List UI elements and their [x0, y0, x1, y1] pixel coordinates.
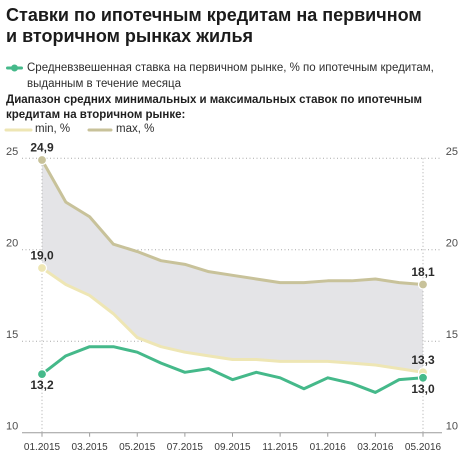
y-tick-label-left-15: 15	[6, 329, 18, 341]
legend-swatch-primary	[6, 64, 23, 72]
y-tick-label-left-20: 20	[6, 238, 18, 250]
x-tick-label-1: 03.2015	[72, 442, 109, 453]
data-label-primary-0: 13,2	[30, 378, 54, 392]
series-line-primary	[40, 345, 425, 394]
series-line-max	[40, 158, 425, 286]
x-tick-label-8: 05.2016	[405, 442, 442, 453]
chart-title: Ставки по ипотечным кредитам на первично…	[6, 5, 422, 46]
x-tick-label-2: 05.2015	[119, 442, 156, 453]
series-marker-primary-16	[417, 372, 429, 383]
series-marker-max-0	[36, 154, 48, 166]
range-band	[42, 160, 423, 373]
legend-label-primary: Средневзвешенная ставка на первичном рын…	[27, 62, 434, 90]
x-tick-label-6: 01.2016	[310, 442, 347, 453]
x-tick-label-4: 09.2015	[214, 442, 251, 453]
y-tick-label-right-25: 25	[446, 146, 458, 158]
plot-area: 13,2 13,0 19,0 13,3 24,9 18,1 25 25 20 20 15 15 10 10…	[6, 141, 458, 453]
y-tick-label-left-10: 10	[6, 421, 18, 433]
x-tick-label-0: 01.2015	[24, 442, 61, 453]
y-tick-label-left-25: 25	[6, 146, 18, 158]
series-marker-max-16	[417, 279, 429, 290]
data-label-min-16: 13,3	[411, 353, 435, 367]
data-label-max-0: 24,9	[30, 141, 54, 155]
y-tick-label-right-15: 15	[446, 329, 458, 341]
y-tick-label-right-10: 10	[446, 421, 458, 433]
data-label-max-16: 18,1	[411, 265, 435, 279]
y-tick-label-right-20: 20	[446, 238, 458, 250]
range-legend-heading: Диапазон средних минимальных и максималь…	[6, 94, 423, 121]
legend-label-max: max, %	[116, 123, 155, 135]
data-label-min-0: 19,0	[30, 249, 54, 263]
series-marker-min-0	[36, 262, 48, 274]
legend-swatch-primary-dot	[11, 64, 18, 72]
series-marker-primary-0	[36, 369, 48, 380]
x-tick-label-3: 07.2015	[167, 442, 204, 453]
data-label-primary-16: 13,0	[411, 382, 435, 396]
legend-label-min: min, %	[35, 123, 71, 135]
legend-swatch-min	[4, 128, 33, 132]
x-tick-label-7: 03.2016	[357, 442, 394, 453]
legend-swatch-max	[87, 128, 113, 132]
x-tick-label-5: 11.2015	[262, 442, 298, 453]
series-line-min	[40, 266, 425, 374]
